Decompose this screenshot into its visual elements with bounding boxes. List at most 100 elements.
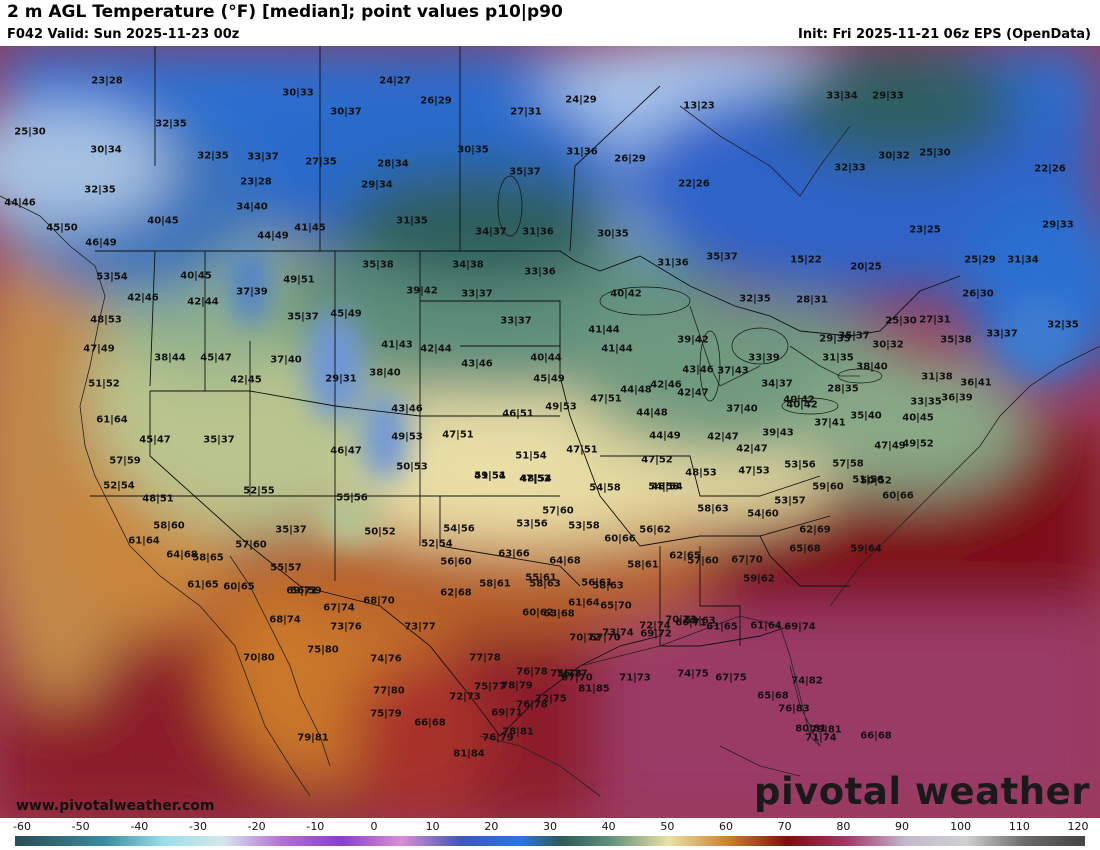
- point-value-label: 75|79: [370, 708, 402, 720]
- point-value-label: 46|51: [502, 408, 534, 420]
- point-value-label: 74|76: [370, 653, 402, 665]
- point-value-label: 70|72: [569, 632, 601, 644]
- point-value-label: 43|46: [682, 364, 714, 376]
- point-value-label: 32|35: [739, 293, 771, 305]
- point-value-label: 28|35: [827, 383, 859, 395]
- colorbar-tick-label: 120: [1067, 820, 1089, 833]
- point-value-label: 51|56: [852, 474, 884, 486]
- colorbar-tick-label: 60: [719, 820, 733, 833]
- point-value-label: 54|58: [589, 482, 621, 494]
- point-value-label: 35|37: [838, 330, 870, 342]
- point-value-label: 73|74: [602, 627, 634, 639]
- point-value-label: 75|78: [550, 668, 582, 680]
- point-value-label: 13|23: [683, 100, 715, 112]
- point-value-label: 45|49: [330, 308, 362, 320]
- map-header: 2 m AGL Temperature (°F) [median]; point…: [0, 0, 1100, 46]
- point-value-label: 75|80: [307, 644, 339, 656]
- point-value-label: 43|46: [391, 403, 423, 415]
- colorbar-tick-label: -30: [189, 820, 207, 833]
- point-value-label: 40|42: [610, 288, 642, 300]
- point-value-label: 25|30: [885, 315, 917, 327]
- point-value-label: 47|51: [590, 393, 622, 405]
- colorbar-tick-label: -60: [13, 820, 31, 833]
- point-value-label: 59|63: [684, 615, 716, 627]
- point-value-label: 58|65: [192, 552, 224, 564]
- point-value-label: 31|36: [657, 257, 689, 269]
- point-value-label: 45|49: [533, 373, 565, 385]
- point-value-label: 31|34: [1007, 254, 1039, 266]
- point-value-label: 25|29: [964, 254, 996, 266]
- point-value-label: 72|73: [449, 691, 481, 703]
- point-value-label: 42|45: [230, 374, 262, 386]
- point-value-label: 40|42: [783, 394, 815, 406]
- point-value-label: 63|66: [498, 548, 530, 560]
- point-value-label: 72|75: [535, 693, 567, 705]
- point-value-label: 42|47: [736, 443, 768, 455]
- point-value-label: 32|35: [197, 150, 229, 162]
- point-value-label: 64|68: [166, 549, 198, 561]
- point-value-label: 44|46: [4, 197, 36, 209]
- colorbar-strip: [15, 836, 1085, 846]
- point-value-label: 79|81: [810, 724, 842, 736]
- point-value-label: 20|25: [850, 261, 882, 273]
- point-value-label: 37|39: [236, 286, 268, 298]
- colorbar-tick-label: 90: [895, 820, 909, 833]
- point-value-label: 47|52: [641, 454, 673, 466]
- site-url[interactable]: www.pivotalweather.com: [16, 798, 215, 814]
- point-value-label: 30|37: [330, 106, 362, 118]
- point-value-label: 33|37: [500, 315, 532, 327]
- point-value-label: 33|37: [986, 328, 1018, 340]
- map-title: 2 m AGL Temperature (°F) [median]; point…: [7, 2, 563, 22]
- colorbar-tick-label: 40: [601, 820, 616, 833]
- point-value-label: 81|85: [578, 683, 610, 695]
- point-value-label: 26|29: [420, 95, 452, 107]
- point-value-label: 40|45: [147, 215, 179, 227]
- point-value-label: 26|29: [614, 153, 646, 165]
- point-value-label: 58|61: [479, 578, 511, 590]
- point-value-label: 38|40: [856, 361, 888, 373]
- point-value-label: 44|48: [620, 384, 652, 396]
- point-value-label: 44|48: [636, 407, 668, 419]
- colorbar-tick-label: -20: [247, 820, 266, 833]
- point-value-label: 31|36: [566, 146, 598, 158]
- colorbar-tick-label: 80: [836, 820, 851, 833]
- point-value-label: 71|74: [805, 732, 837, 744]
- point-value-label: 35|37: [203, 434, 235, 446]
- point-value-label: 74|82: [791, 675, 823, 687]
- point-value-label: 67|74: [323, 602, 355, 614]
- coastlines: [0, 105, 1100, 797]
- point-value-label: 25|30: [14, 126, 46, 138]
- colorbar-tick-label: 110: [1008, 820, 1030, 833]
- point-value-label: 34|37: [475, 226, 507, 238]
- point-value-label: 51|54: [474, 470, 506, 482]
- temperature-map[interactable]: 23|28 30|33 24|27 26|29 27|31 24|29 13|23 33|34…: [0, 46, 1100, 818]
- point-value-label: 39|42: [677, 334, 709, 346]
- point-value-label: 45|47: [139, 434, 171, 446]
- point-value-label: 62|65: [669, 550, 701, 562]
- point-value-label: 57|59: [109, 455, 141, 467]
- point-value-label: 37|40: [270, 354, 302, 366]
- point-value-label: 33|39: [748, 352, 780, 364]
- point-value-label: 52|54: [103, 480, 135, 492]
- point-value-label: 30|34: [90, 144, 122, 156]
- point-value-label: 67|75: [715, 672, 747, 684]
- point-value-label: 67|70: [589, 632, 621, 644]
- point-value-label: 68|70: [363, 595, 395, 607]
- point-value-label: 60|66: [604, 533, 636, 545]
- point-value-label: 47|49: [83, 343, 115, 355]
- point-value-label: 64|68: [549, 555, 581, 567]
- point-value-label: 31|35: [822, 352, 854, 364]
- point-value-label: 30|35: [597, 228, 629, 240]
- point-value-label: 35|37: [706, 251, 738, 263]
- point-value-label: 41|44: [588, 324, 620, 336]
- point-value-label: 58|63: [592, 580, 624, 592]
- point-value-label: 47|49: [874, 440, 906, 452]
- point-value-label: 65|70: [600, 600, 632, 612]
- point-value-label: 54|56: [443, 523, 475, 535]
- point-value-label: 44|49: [649, 430, 681, 442]
- point-value-label: 47|53: [738, 465, 770, 477]
- point-value-label: 37|41: [814, 417, 846, 429]
- point-value-label: 42|47: [707, 431, 739, 443]
- point-value-label: 15|22: [790, 254, 822, 266]
- point-value-label: 33|35: [910, 396, 942, 408]
